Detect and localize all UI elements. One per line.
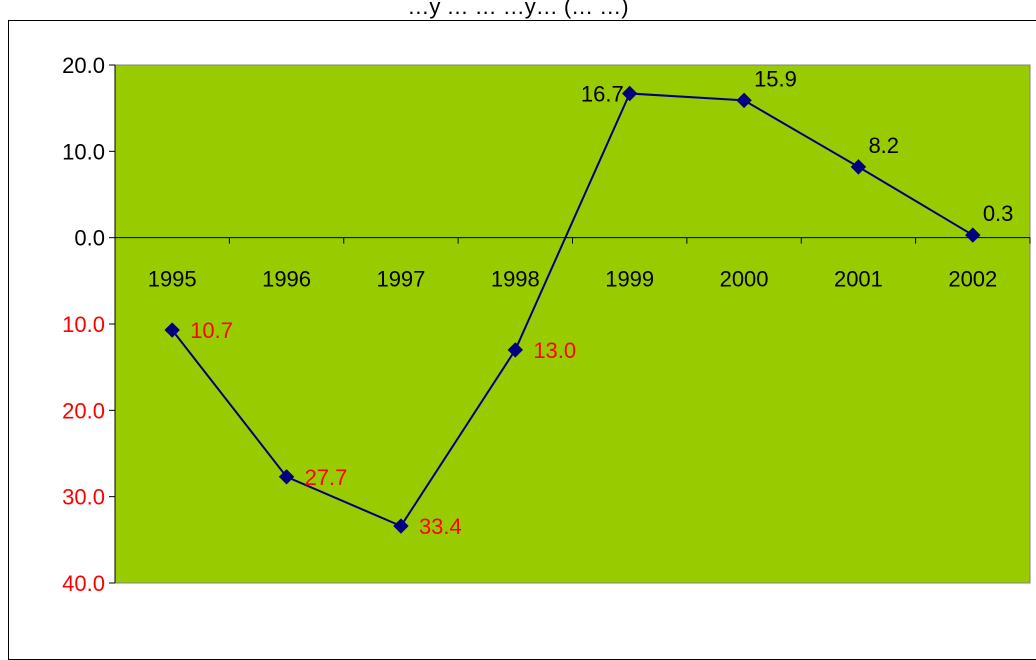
data-label: 33.4 xyxy=(419,514,462,539)
y-tick-label: 10.0 xyxy=(62,139,105,164)
data-point-marker xyxy=(164,322,180,338)
data-label: 0.3 xyxy=(983,201,1014,226)
data-label: 13.0 xyxy=(533,338,576,363)
y-tick-label: 30.0 xyxy=(62,485,105,510)
data-point-marker xyxy=(965,227,981,243)
x-tick-label: 1996 xyxy=(262,267,311,292)
data-label: 15.9 xyxy=(754,66,797,91)
y-tick-label: 40.0 xyxy=(62,571,105,596)
chart-title: …y … … …y… (… …) xyxy=(407,0,629,19)
data-point-marker xyxy=(393,518,409,534)
data-point-marker xyxy=(736,92,752,109)
y-tick-label: 20.0 xyxy=(62,53,105,78)
x-tick-label: 1995 xyxy=(148,267,197,292)
y-tick-label: 20.0 xyxy=(62,398,105,423)
x-tick-label: 2002 xyxy=(948,267,997,292)
data-point-marker xyxy=(621,85,638,102)
data-point-marker xyxy=(507,342,524,358)
data-label: 16.7 xyxy=(581,81,624,106)
data-point-marker xyxy=(850,159,867,175)
plot-area xyxy=(114,64,1031,584)
data-label: 10.7 xyxy=(190,318,233,343)
data-label: 8.2 xyxy=(868,133,899,158)
data-label: 27.7 xyxy=(305,465,348,490)
series-line xyxy=(171,92,974,528)
y-tick-label: 0.0 xyxy=(74,226,105,251)
y-tick-label: 10.0 xyxy=(62,312,105,337)
x-tick-label: 2000 xyxy=(720,267,769,292)
x-tick-label: 1999 xyxy=(605,267,654,292)
x-tick-label: 1998 xyxy=(491,267,540,292)
data-point-marker xyxy=(278,469,295,485)
line-chart: 20.0 10.0 0.0 10.0 20.0 30.0 40.0 1995 1996 1997 1… xyxy=(62,53,1031,596)
x-tick-label: 1997 xyxy=(376,267,425,292)
x-tick-label: 2001 xyxy=(834,267,883,292)
